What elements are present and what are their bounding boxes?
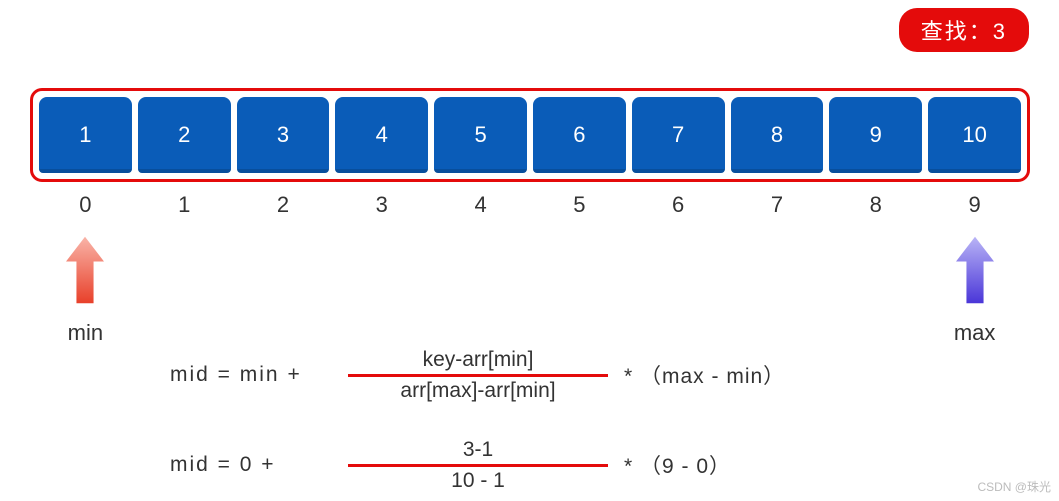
search-badge-text: 查找：3	[921, 19, 1007, 44]
array-cell-value: 2	[178, 122, 190, 148]
formula-numerator: 3-1	[348, 436, 608, 464]
formula-tail: * （max - min）	[624, 360, 785, 390]
array-cell-value: 7	[672, 122, 684, 148]
array-cell: 3	[237, 97, 330, 173]
array-container: 1 2 3 4 5 6 7 8 9 10	[30, 88, 1030, 182]
array-cell-value: 10	[962, 122, 986, 148]
formula-row: mid = 0 + 3-1 10 - 1 * （9 - 0）	[170, 430, 870, 500]
array-cell: 5	[434, 97, 527, 173]
array-index: 2	[234, 192, 333, 218]
formula-denominator: arr[max]-arr[min]	[348, 377, 608, 405]
array-index: 9	[925, 192, 1024, 218]
array-index: 7	[728, 192, 827, 218]
search-badge: 查找：3	[899, 8, 1029, 52]
array-index: 5	[530, 192, 629, 218]
array-cell: 4	[335, 97, 428, 173]
array-cell-value: 8	[771, 122, 783, 148]
array-index: 4	[431, 192, 530, 218]
array-cell-value: 3	[277, 122, 289, 148]
array-index: 0	[36, 192, 135, 218]
formula-fraction: key-arr[min] arr[max]-arr[min]	[348, 346, 608, 405]
max-label: max	[935, 320, 1015, 346]
min-arrow-icon	[66, 236, 104, 304]
formula-row: mid = min + key-arr[min] arr[max]-arr[min]…	[170, 340, 870, 410]
min-label: min	[45, 320, 125, 346]
index-row: 0123456789	[36, 192, 1024, 218]
array-index: 3	[332, 192, 431, 218]
formula-fraction: 3-1 10 - 1	[348, 436, 608, 495]
formula-denominator: 10 - 1	[348, 467, 608, 495]
formula-lhs: mid = 0 +	[170, 453, 340, 477]
array-cell-value: 6	[573, 122, 585, 148]
array-cell: 2	[138, 97, 231, 173]
array-cell-value: 4	[376, 122, 388, 148]
array-cell: 10	[928, 97, 1021, 173]
array-cell-value: 9	[870, 122, 882, 148]
formula-area: mid = min + key-arr[min] arr[max]-arr[min]…	[170, 340, 870, 501]
array-cell-value: 5	[474, 122, 486, 148]
formula-tail: * （9 - 0）	[624, 450, 731, 480]
array-cell: 6	[533, 97, 626, 173]
array-cell: 8	[731, 97, 824, 173]
formula-lhs: mid = min +	[170, 363, 340, 387]
formula-numerator: key-arr[min]	[348, 346, 608, 374]
array-cell-value: 1	[79, 122, 91, 148]
watermark: CSDN @珠光	[977, 478, 1051, 495]
array-cell: 1	[39, 97, 132, 173]
array-cell: 9	[829, 97, 922, 173]
max-arrow-icon	[956, 236, 994, 304]
array-index: 6	[629, 192, 728, 218]
array-index: 8	[826, 192, 925, 218]
array-index: 1	[135, 192, 234, 218]
array-cell: 7	[632, 97, 725, 173]
